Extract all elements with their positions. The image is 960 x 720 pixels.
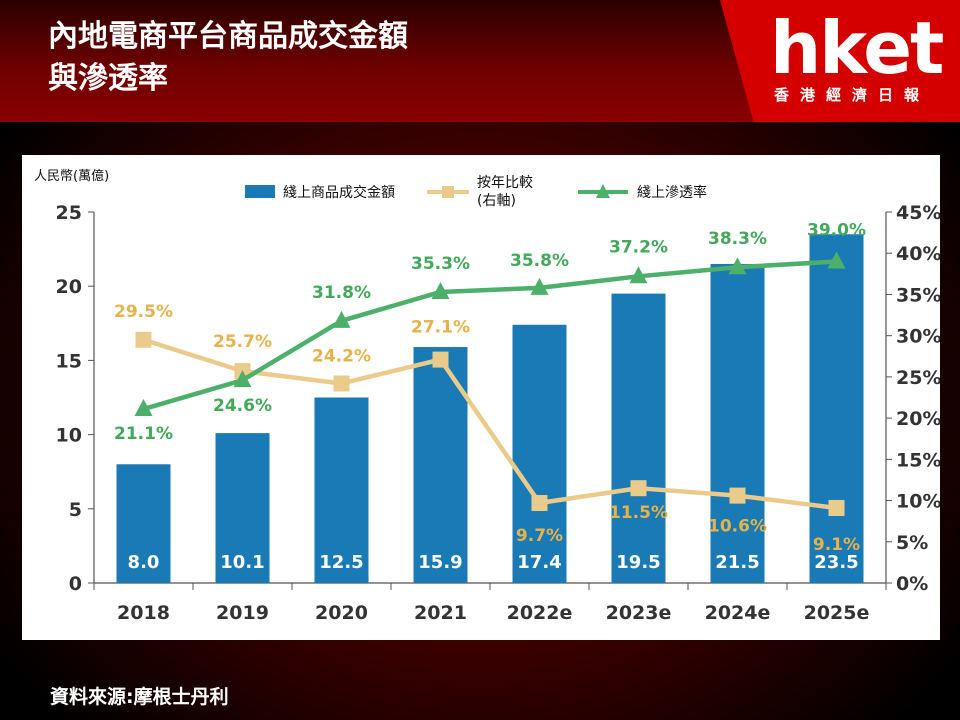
x-tick-label: 2025e	[804, 602, 870, 624]
x-tick-label: 2024e	[705, 602, 771, 624]
bar	[215, 433, 270, 583]
penetration-marker	[134, 399, 153, 417]
logo-subtitle: 香港經濟日報	[774, 86, 931, 104]
yoy-value-label: 24.2%	[312, 346, 371, 366]
bar	[710, 263, 765, 583]
penetration-marker	[233, 370, 252, 388]
yoy-marker	[729, 487, 746, 504]
legend-penetration-label: 綫上滲透率	[637, 184, 707, 201]
yoy-marker	[630, 480, 647, 497]
bar-value-label: 17.4	[517, 552, 561, 573]
logo-panel	[720, 0, 960, 122]
legend-yoy-label: 按年比較	[477, 175, 533, 191]
yoy-value-label: 9.7%	[516, 526, 563, 546]
penetration-marker	[431, 281, 450, 299]
chart-card	[22, 155, 940, 640]
left-tick-label: 5	[69, 499, 82, 521]
right-tick-label: 10%	[896, 491, 940, 513]
yoy-value-label: 11.5%	[609, 503, 668, 523]
penetration-marker	[728, 257, 747, 275]
left-tick-label: 25	[56, 202, 82, 224]
yoy-marker	[531, 495, 548, 512]
penetration-line	[142, 259, 837, 412]
yoy-value-label: 25.7%	[213, 332, 272, 352]
penetration-value-label: 35.8%	[510, 251, 569, 271]
combo-chart: 0 5 10 15 20 25 0% 5% 10% 15% 20% 25% 30% 35% 40% 45% 20…	[34, 168, 940, 624]
right-tick-label: 40%	[896, 243, 940, 265]
legend-yoy-label: (右軸)	[477, 193, 516, 209]
right-tick-label: 30%	[896, 326, 940, 348]
right-tick-label: 25%	[896, 367, 940, 389]
penetration-marker	[827, 251, 846, 269]
yoy-value-label: 29.5%	[114, 302, 173, 322]
legend-penetration-marker	[596, 184, 610, 198]
penetration-value-label: 37.2%	[609, 237, 668, 257]
x-tick-label: 2021	[414, 602, 467, 624]
x-tick-label: 2020	[315, 602, 368, 624]
bar-value-label: 8.0	[128, 552, 160, 573]
bar	[116, 464, 171, 583]
page-title: 內地電商平台商品成交金額 與滲透率	[48, 16, 608, 100]
hket-logo: hket	[770, 6, 944, 90]
right-tick-label: 45%	[896, 202, 940, 224]
left-tick-label: 15	[56, 350, 82, 372]
penetration-value-label: 31.8%	[312, 283, 371, 303]
yoy-value-label: 10.6%	[708, 517, 767, 537]
source-note: 資料來源:摩根士丹利	[50, 686, 229, 708]
legend-bar-swatch	[245, 185, 275, 198]
penetration-marker	[332, 310, 351, 328]
right-tick-label: 20%	[896, 408, 940, 430]
penetration-value-label: 38.3%	[708, 229, 767, 249]
yoy-marker	[135, 331, 152, 348]
bar-value-label: 23.5	[814, 552, 858, 573]
yoy-value-label: 9.1%	[813, 535, 860, 555]
penetration-value-label: 24.6%	[213, 396, 272, 416]
yoy-value-label: 27.1%	[411, 318, 470, 338]
bar-value-label: 12.5	[319, 552, 363, 573]
legend-yoy-marker	[442, 186, 454, 198]
bar	[611, 293, 666, 583]
x-tick-label: 2023e	[606, 602, 672, 624]
right-tick-label: 0%	[896, 573, 928, 595]
bar-value-label: 21.5	[715, 552, 759, 573]
x-tick-label: 2022e	[507, 602, 573, 624]
yoy-marker	[432, 351, 449, 368]
yoy-marker	[333, 375, 350, 392]
x-tick-label: 2019	[216, 602, 269, 624]
bar	[809, 234, 864, 583]
right-tick-label: 35%	[896, 284, 940, 306]
penetration-marker	[530, 277, 549, 295]
title-line-1: 內地電商平台商品成交金額	[48, 19, 408, 54]
bar-value-label: 10.1	[220, 552, 264, 573]
right-tick-label: 5%	[896, 532, 928, 554]
bar	[413, 347, 468, 583]
bar	[314, 397, 369, 583]
penetration-value-label: 39.0%	[807, 220, 866, 240]
penetration-value-label: 21.1%	[114, 424, 173, 444]
legend-bar-label: 綫上商品成交金額	[283, 184, 395, 201]
title-line-2: 與滲透率	[48, 61, 168, 96]
left-tick-label: 0	[69, 573, 82, 595]
left-tick-label: 10	[56, 425, 82, 447]
right-tick-label: 15%	[896, 449, 940, 471]
bar	[512, 324, 567, 583]
bar-value-label: 15.9	[418, 552, 462, 573]
penetration-marker	[629, 266, 648, 284]
yoy-line	[142, 337, 837, 511]
penetration-value-label: 35.3%	[411, 254, 470, 274]
yoy-marker	[828, 499, 845, 516]
left-axis-unit: 人民幣(萬億)	[34, 168, 109, 184]
bar-value-label: 19.5	[616, 552, 660, 573]
left-tick-label: 20	[56, 276, 82, 298]
x-tick-label: 2018	[117, 602, 170, 624]
